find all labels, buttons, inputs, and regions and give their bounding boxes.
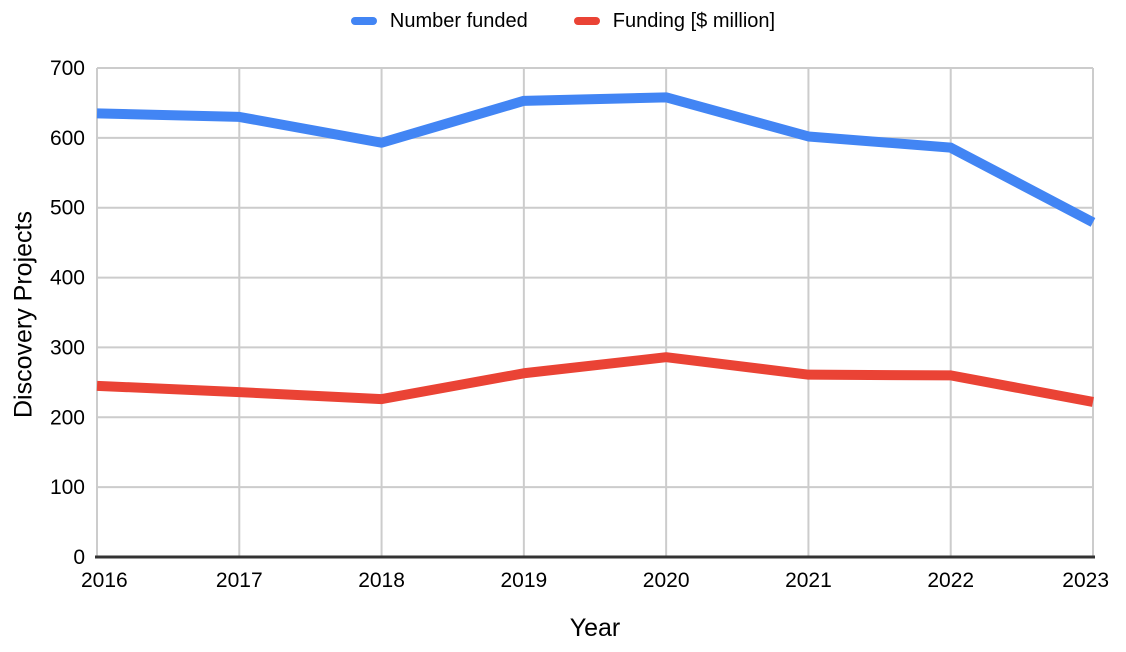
y-tick-label: 700 bbox=[50, 57, 85, 80]
y-tick-label: 300 bbox=[50, 336, 85, 359]
legend-swatch-blue-icon bbox=[350, 17, 377, 25]
legend-label: Funding [$ million] bbox=[612, 10, 776, 32]
x-tick-label: 2019 bbox=[500, 569, 547, 592]
x-tick-label: 2016 bbox=[81, 569, 128, 592]
y-tick-label: 400 bbox=[50, 267, 85, 290]
y-axis-title: Discovery Projects bbox=[9, 211, 38, 418]
x-tick-label: 2021 bbox=[785, 569, 832, 592]
x-tick-label: 2023 bbox=[1062, 569, 1109, 592]
y-tick-label: 0 bbox=[73, 546, 85, 569]
legend-swatch-red-icon bbox=[573, 17, 600, 25]
series-line-0 bbox=[96, 92, 1096, 227]
y-tick-label: 100 bbox=[50, 476, 85, 499]
y-tick-label: 500 bbox=[50, 197, 85, 220]
series-line-1 bbox=[96, 352, 1094, 407]
y-tick-label: 200 bbox=[50, 406, 85, 429]
chart-legend: Number funded Funding [$ million] bbox=[0, 8, 1126, 34]
x-tick-label: 2017 bbox=[216, 569, 263, 592]
legend-item-funding: Funding [$ million] bbox=[573, 10, 776, 32]
x-tick-label: 2020 bbox=[643, 569, 690, 592]
x-tick-label: 2018 bbox=[358, 569, 405, 592]
legend-item-number-funded: Number funded bbox=[350, 10, 528, 32]
legend-label: Number funded bbox=[389, 10, 528, 32]
x-axis-title: Year bbox=[569, 614, 621, 642]
x-tick-label: 2022 bbox=[927, 569, 974, 592]
y-tick-label: 600 bbox=[50, 127, 85, 150]
